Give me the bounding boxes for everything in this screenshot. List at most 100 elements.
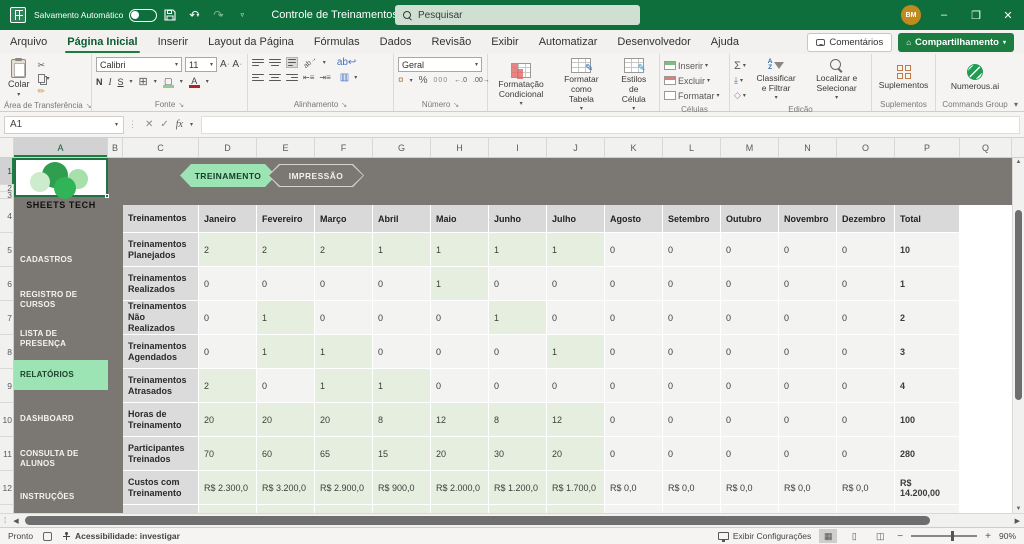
value-cell[interactable]: 30 [489,437,547,471]
sidebar-item-relato-rios[interactable]: RELATÓRIOS [14,360,108,390]
dialog-launcher-icon[interactable]: ↘ [178,102,185,109]
increase-decimal-button[interactable]: ←.0 [454,77,468,84]
value-cell[interactable]: 0 [721,369,779,403]
column-header-g[interactable]: G [373,138,431,157]
column-b-strip[interactable] [108,158,123,513]
undo-button[interactable]: ↶ ▾ [189,8,200,22]
table-header-cell[interactable]: Setembro [663,205,721,233]
search-input[interactable]: Pesquisar [395,5,640,25]
value-cell[interactable]: 65 [315,437,373,471]
sidebar-item-consulta-de-alunos[interactable]: CONSULTA DE ALUNOS [20,449,79,468]
value-cell[interactable]: 0 [721,437,779,471]
autosum-button[interactable]: Σ ▾ [734,59,746,72]
row-label-cell[interactable]: Treinamentos Não Realizados [123,301,199,335]
value-cell[interactable]: 0 [489,335,547,369]
value-cell[interactable]: 0 [663,437,721,471]
value-cell[interactable]: 0 [489,369,547,403]
orientation-button[interactable]: ab→ [302,55,319,71]
scroll-right-icon[interactable]: ▶ [1014,517,1020,525]
value-cell[interactable]: 0 [315,267,373,301]
comments-button[interactable]: Comentários [807,32,893,52]
value-cell[interactable] [257,505,315,513]
total-cell[interactable]: 2 [895,301,960,335]
value-cell[interactable]: R$ 2.900,0 [315,471,373,505]
font-name-select[interactable]: Calibri ▾ [96,57,182,72]
format-cells-button[interactable]: Formatar ▾ [664,89,725,102]
table-header-cell[interactable]: Novembro [779,205,837,233]
align-left-button[interactable] [252,74,264,82]
total-cell[interactable]: 100 [895,403,960,437]
value-cell[interactable]: 0 [779,403,837,437]
close-button[interactable]: ✕ [1003,9,1013,22]
cut-button[interactable]: ✂ [37,60,46,70]
table-header-cell[interactable]: Abril [373,205,431,233]
vertical-scroll-thumb[interactable] [1015,210,1022,400]
column-header-e[interactable]: E [257,138,315,157]
table-header-cell[interactable]: Total [895,205,960,233]
value-cell[interactable]: 0 [547,301,605,335]
insert-cells-button[interactable]: Inserir ▾ [664,59,725,72]
row-header-4[interactable]: 4 [0,199,14,233]
display-settings-button[interactable]: Exibir Configurações [717,531,811,542]
accessibility-status[interactable]: Acessibilidade: investigar [62,531,180,541]
value-cell[interactable] [373,505,431,513]
collapse-ribbon-icon[interactable]: ▾ [1013,100,1018,109]
cancel-entry-icon[interactable]: ✕ [145,119,154,130]
total-cell[interactable]: 280 [895,437,960,471]
value-cell[interactable]: 0 [779,335,837,369]
dialog-launcher-icon[interactable]: ↘ [341,102,348,109]
insert-function-button[interactable]: fx [175,119,183,130]
merge-center-button[interactable]: ▥ [339,72,350,84]
table-header-cell[interactable]: Maio [431,205,489,233]
row-header-10[interactable]: 10 [0,403,14,437]
select-all-corner[interactable] [0,138,14,157]
value-cell[interactable]: 2 [315,233,373,267]
value-cell[interactable]: 0 [373,335,431,369]
value-cell[interactable]: 0 [663,335,721,369]
value-cell[interactable]: 0 [837,267,895,301]
sidebar-item-dashboard[interactable]: DASHBOARD [20,414,74,423]
value-cell[interactable]: 1 [431,233,489,267]
value-cell[interactable]: 0 [605,403,663,437]
value-cell[interactable]: 0 [431,369,489,403]
value-cell[interactable]: R$ 0,0 [779,471,837,505]
value-cell[interactable]: 1 [257,301,315,335]
value-cell[interactable]: 0 [779,301,837,335]
selected-cell-a1[interactable] [14,158,109,199]
total-cell[interactable] [895,505,960,513]
comma-style-button[interactable]: 000 [433,77,449,84]
table-header-cell[interactable]: Fevereiro [257,205,315,233]
cell-styles-button[interactable]: ✎ Estilos de Célula ▾ [612,57,655,114]
value-cell[interactable]: 0 [605,437,663,471]
sidebar-item-lista-de-presenc-a[interactable]: LISTA DE PRESENÇA [20,329,67,348]
value-cell[interactable] [663,505,721,513]
find-select-button[interactable]: Localizar e Selecionar ▾ [806,57,867,104]
column-header-j[interactable]: J [547,138,605,157]
value-cell[interactable] [489,505,547,513]
value-cell[interactable]: R$ 2.000,0 [431,471,489,505]
addins-button[interactable]: Suplementos [875,57,933,99]
table-header-cell[interactable]: Junho [489,205,547,233]
increase-indent-button[interactable]: ⇥≡ [319,73,331,83]
total-cell[interactable]: 3 [895,335,960,369]
value-cell[interactable] [721,505,779,513]
numerous-ai-button[interactable]: Numerous.ai [947,57,1003,99]
wrap-text-button[interactable]: ab↩ [336,57,357,69]
decrease-indent-button[interactable]: ⇤≡ [303,73,315,83]
value-cell[interactable]: 20 [547,437,605,471]
font-size-select[interactable]: 11 ▾ [185,57,217,72]
normal-view-button[interactable]: ▦ [819,529,838,543]
total-cell[interactable]: R$ 14.200,00 [895,471,960,505]
zoom-out-button[interactable]: − [897,530,904,542]
value-cell[interactable]: 0 [663,301,721,335]
value-cell[interactable]: R$ 0,0 [663,471,721,505]
value-cell[interactable] [315,505,373,513]
row-label-cell[interactable]: Treinamentos Agendados [123,335,199,369]
splitter-grip-icon[interactable]: ⁞ [4,516,6,525]
value-cell[interactable]: R$ 900,0 [373,471,431,505]
zoom-level[interactable]: 90% [998,531,1016,541]
total-cell[interactable]: 10 [895,233,960,267]
value-cell[interactable]: 0 [199,267,257,301]
column-header-q[interactable]: Q [960,138,1012,157]
value-cell[interactable]: 60 [257,437,315,471]
